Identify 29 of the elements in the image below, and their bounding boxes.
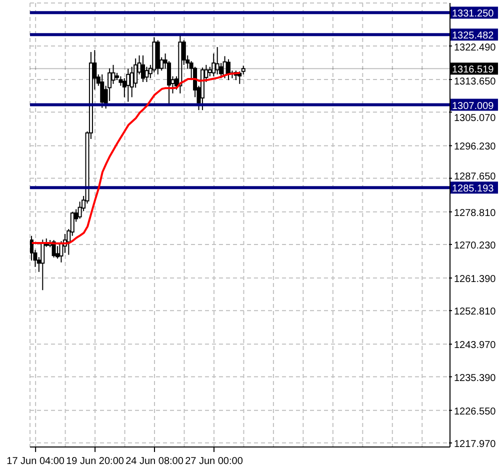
ref-line-label: 1307.009 bbox=[452, 100, 494, 112]
ref-line-label: 1331.250 bbox=[452, 8, 494, 20]
candlestick bbox=[100, 74, 104, 108]
y-tick-label: 1243.970 bbox=[454, 340, 496, 352]
y-tick-label: 1226.550 bbox=[454, 406, 496, 418]
y-tick-label: 1296.230 bbox=[454, 142, 496, 153]
ref-line-label: 1325.482 bbox=[452, 30, 494, 42]
y-tick-label: 1322.490 bbox=[454, 42, 496, 54]
candlestick bbox=[111, 64, 116, 84]
y-tick-label: 1270.230 bbox=[454, 240, 496, 252]
ref-line-label: 1316.519 bbox=[452, 64, 494, 76]
y-tick-label: 1252.810 bbox=[454, 306, 496, 318]
y-tick-label: 1313.650 bbox=[454, 76, 496, 88]
y-tick-label: 1287.650 bbox=[454, 172, 496, 183]
y-tick-label: 1235.390 bbox=[454, 372, 496, 384]
y-tick-label: 1217.970 bbox=[454, 438, 496, 450]
candlestick bbox=[40, 239, 45, 291]
y-tick-label: 1278.810 bbox=[454, 208, 496, 219]
candlestick bbox=[126, 68, 130, 102]
y-tick-label: 1305.070 bbox=[454, 112, 496, 124]
x-tick-label: 24 Jun 08:00 bbox=[126, 456, 184, 465]
x-tick-label: 19 Jun 20:00 bbox=[66, 456, 124, 465]
candlestick bbox=[215, 46, 220, 75]
candlestick bbox=[144, 66, 149, 82]
x-tick-label: 27 Jun 00:00 bbox=[185, 456, 244, 465]
y-tick-label: 1261.390 bbox=[454, 274, 496, 286]
ref-line-label: 1285.193 bbox=[452, 184, 494, 195]
candlestick bbox=[141, 54, 146, 82]
x-tick-label: 17 Jun 04:00 bbox=[6, 456, 65, 465]
